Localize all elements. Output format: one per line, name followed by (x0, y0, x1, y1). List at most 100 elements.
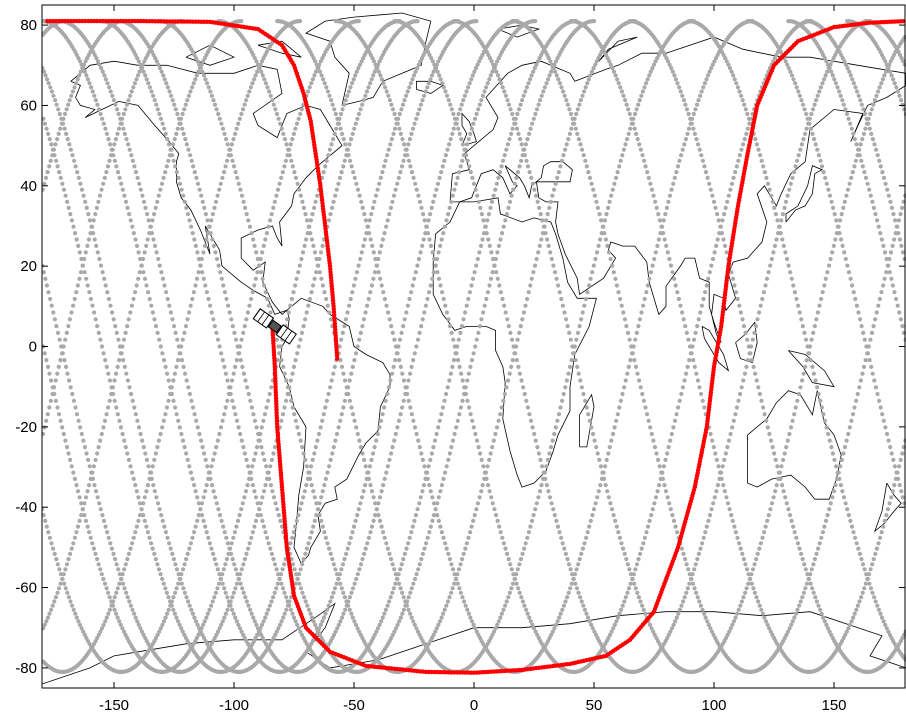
gray-track-point (711, 501, 716, 506)
gray-track-point (528, 418, 534, 423)
gray-track-point (105, 164, 111, 169)
gray-track-point (440, 81, 445, 86)
gray-track-point (821, 615, 826, 620)
gray-track-point (816, 603, 821, 608)
gray-track-point (470, 175, 475, 180)
gray-track-point (745, 126, 750, 131)
gray-track-point (618, 85, 623, 90)
gray-track-point (42, 431, 46, 437)
gray-track-point (531, 513, 536, 518)
gray-track-point (360, 451, 365, 456)
gray-track-point (882, 276, 887, 281)
gray-track-point (298, 337, 303, 342)
gray-track-point (700, 398, 705, 403)
gray-track-point (582, 89, 587, 94)
gray-track-point (304, 464, 309, 469)
gray-track-point (276, 344, 281, 349)
gray-track-point (822, 418, 828, 423)
gray-track-point (540, 218, 545, 223)
gray-track-point (501, 158, 506, 163)
gray-track-point (290, 137, 295, 142)
gray-track-point (737, 89, 742, 94)
gray-track-point (560, 607, 565, 612)
gray-track-point (654, 451, 659, 456)
gray-track-point (272, 445, 278, 450)
gray-track-point (871, 324, 876, 329)
gray-track-point (503, 93, 508, 98)
gray-track-point (897, 237, 903, 242)
gray-track-point (370, 243, 375, 248)
gray-track-point (295, 181, 300, 186)
gray-track-point (857, 385, 862, 390)
gray-track-point (282, 590, 287, 595)
gray-track-point (419, 205, 424, 210)
gray-track-point (371, 635, 376, 641)
gray-track-point (55, 371, 60, 376)
gray-track-point (223, 405, 228, 410)
gray-track-point (323, 611, 328, 616)
gray-track-point (610, 263, 615, 268)
gray-track-point (185, 551, 190, 557)
gray-track-point (818, 158, 823, 163)
gray-track-point (610, 431, 616, 437)
gray-track-point (590, 513, 595, 518)
gray-track-point (229, 541, 234, 546)
gray-track-point (399, 107, 404, 112)
gray-track-point (341, 371, 346, 376)
gray-track-point (556, 412, 562, 417)
gray-track-point (186, 599, 191, 604)
gray-track-point (120, 187, 125, 192)
gray-track-point (712, 250, 717, 255)
gray-track-point (876, 607, 882, 612)
gray-track-point (408, 164, 413, 169)
gray-track-point (356, 263, 361, 268)
gray-track-point (115, 615, 120, 620)
gray-track-point (728, 187, 733, 192)
gray-track-point (455, 581, 460, 586)
gray-track-point (66, 451, 71, 456)
gray-track-point (884, 270, 889, 275)
gray-track-point (748, 576, 753, 582)
gray-track-point (764, 175, 769, 180)
gray-track-point (762, 615, 767, 620)
gray-track-point (327, 546, 332, 551)
gray-track-point (369, 77, 374, 82)
gray-track-point (116, 337, 121, 342)
gray-track-point (641, 303, 646, 308)
gray-track-point (623, 98, 628, 103)
gray-track-point (171, 595, 176, 600)
gray-track-point (679, 546, 685, 551)
gray-track-point (114, 371, 119, 376)
gray-track-point (505, 317, 510, 322)
gray-track-point (340, 562, 346, 567)
gray-track-point (121, 629, 127, 634)
gray-track-point (687, 572, 692, 577)
gray-track-point (489, 199, 495, 204)
gray-track-point (366, 476, 371, 481)
gray-track-point (426, 464, 431, 469)
gray-track-point (280, 170, 285, 175)
gray-track-point (241, 445, 246, 450)
gray-track-point (600, 470, 605, 475)
gray-track-point (762, 412, 767, 417)
gray-track-point (234, 358, 239, 363)
gray-track-point (669, 626, 675, 631)
gray-track-point (650, 263, 655, 268)
gray-track-point (353, 73, 358, 78)
gray-track-point (613, 175, 619, 180)
gray-track-point (564, 317, 569, 322)
gray-track-point (381, 164, 387, 169)
gray-track-point (406, 158, 411, 163)
gray-track-point (714, 489, 719, 494)
gray-track-point (562, 310, 567, 315)
gray-track-point (112, 158, 117, 163)
gray-track-point (632, 126, 637, 131)
gray-track-point (553, 181, 558, 186)
gray-track-point (642, 296, 647, 302)
gray-track-point (510, 581, 516, 586)
gray-track-point (117, 619, 122, 624)
gray-track-point (49, 142, 54, 147)
gray-track-point (290, 405, 295, 410)
gray-track-point (190, 476, 195, 481)
gray-track-point (830, 451, 836, 456)
